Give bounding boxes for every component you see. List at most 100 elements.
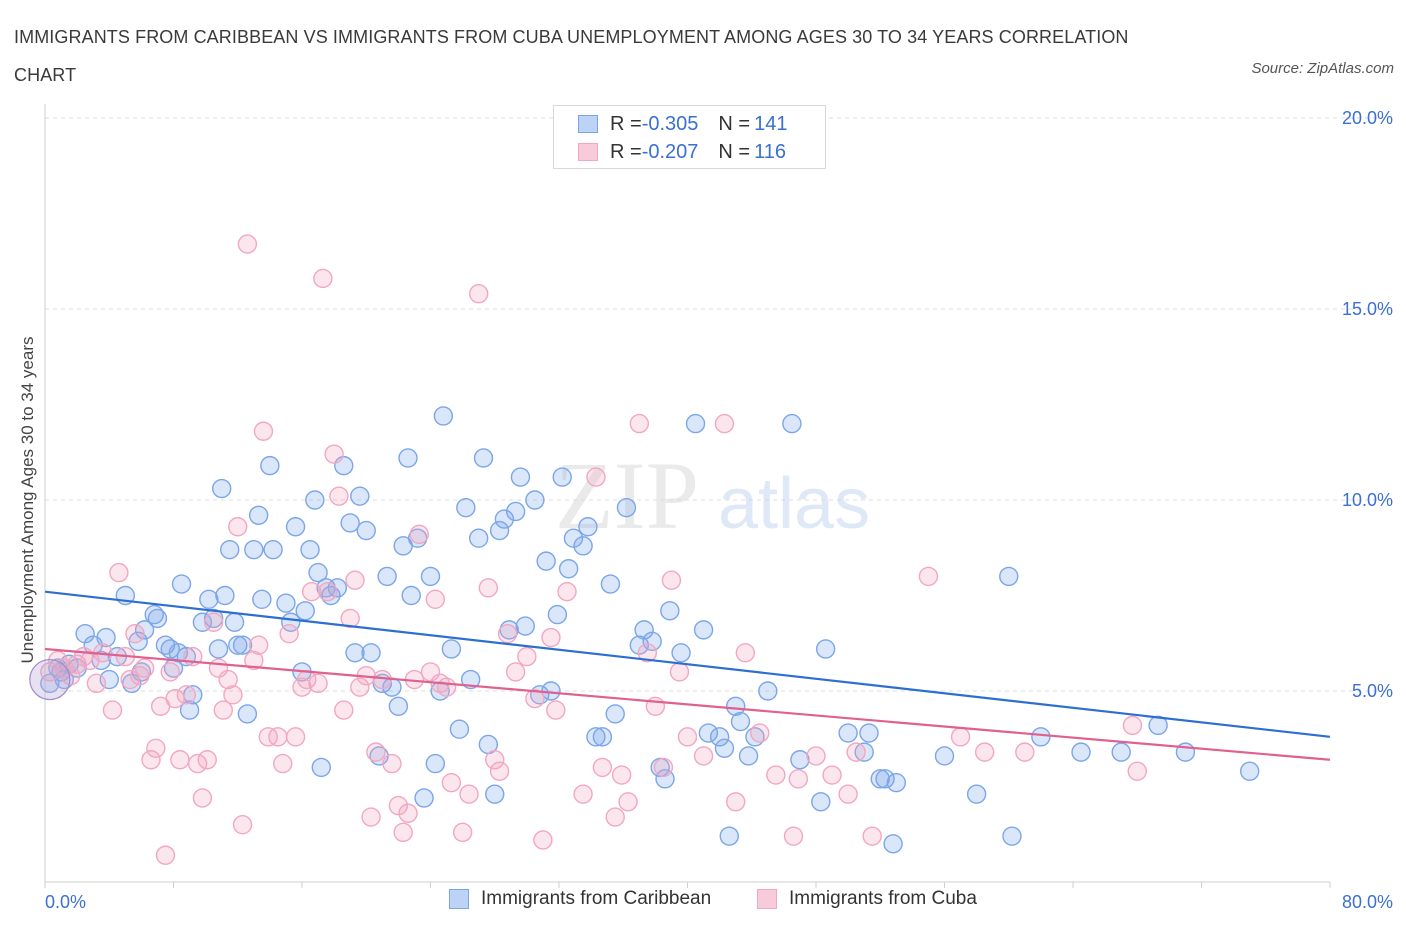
data-point — [1127, 761, 1147, 781]
data-point — [510, 467, 531, 487]
data-point — [934, 746, 955, 766]
data-point — [170, 750, 190, 770]
data-point — [436, 677, 457, 697]
data-point — [345, 570, 365, 590]
data-point — [573, 536, 593, 556]
bottom-legend-cuba: Immigrants from Cuba — [757, 888, 977, 910]
data-point — [420, 566, 441, 587]
data-point — [1111, 742, 1131, 762]
x-tick-label: 80.0% — [1342, 892, 1393, 912]
data-point — [311, 757, 331, 778]
data-point — [134, 658, 155, 678]
data-point — [449, 719, 470, 739]
bottom-legend-label-caribbean: Immigrants from Caribbean — [481, 888, 712, 909]
chart-title: IMMIGRANTS FROM CARIBBEAN VS IMMIGRANTS … — [14, 27, 1129, 85]
data-point — [398, 803, 418, 823]
data-point — [252, 589, 272, 610]
data-point — [541, 627, 561, 648]
data-point — [600, 574, 621, 594]
data-point — [329, 486, 349, 506]
data-point — [616, 497, 637, 518]
data-point — [220, 539, 240, 560]
data-point — [340, 513, 360, 533]
data-point — [822, 765, 842, 785]
trend-line-caribbean — [44, 590, 1331, 738]
data-point — [974, 742, 995, 762]
data-point — [120, 669, 140, 690]
data-point — [552, 467, 572, 487]
data-point — [409, 524, 429, 545]
data-point — [187, 753, 208, 774]
data-point — [605, 807, 625, 827]
data-point — [244, 650, 264, 671]
data-point — [361, 807, 381, 827]
data-point — [592, 727, 613, 747]
data-point — [883, 834, 903, 854]
data-point — [735, 643, 756, 663]
data-point — [308, 562, 328, 583]
data-point — [300, 539, 320, 560]
data-point — [350, 677, 370, 697]
data-point — [345, 643, 365, 663]
data-point — [48, 650, 68, 671]
data-point — [838, 784, 858, 804]
grid-lines — [45, 117, 1390, 692]
source-label: Source: ZipAtlas.com — [1251, 60, 1394, 77]
data-point — [260, 455, 280, 476]
data-point — [350, 486, 370, 506]
data-point — [714, 413, 735, 434]
data-point — [232, 635, 253, 655]
data-point — [533, 830, 553, 850]
data-point — [750, 723, 770, 743]
data-point — [224, 612, 245, 632]
data-point — [433, 406, 454, 426]
data-point — [86, 673, 107, 694]
watermark-atlas: atlas — [718, 464, 870, 544]
data-point — [147, 608, 168, 629]
data-point — [661, 570, 682, 590]
data-point — [176, 685, 197, 705]
data-point — [766, 765, 786, 785]
data-point — [637, 643, 658, 663]
data-point — [485, 750, 505, 770]
data-point — [192, 612, 213, 632]
data-point — [725, 696, 746, 716]
data-point — [719, 826, 739, 846]
data-point — [361, 643, 381, 663]
data-point — [125, 624, 145, 644]
data-point — [324, 444, 344, 464]
series-cuba — [40, 234, 1147, 865]
data-point — [218, 669, 238, 690]
data-point — [279, 624, 299, 644]
trend-line-cuba — [44, 647, 1331, 761]
data-point — [811, 792, 831, 812]
legend-row-caribbean: R = -0.305 N = 141 — [578, 111, 787, 137]
data-point — [1122, 715, 1143, 736]
data-point — [327, 578, 348, 598]
data-point — [305, 490, 325, 510]
y-axis-title: Unemployment Among Ages 30 to 34 years — [18, 337, 37, 664]
data-point — [783, 826, 804, 846]
data-point — [253, 421, 274, 441]
legend-n-label: N = — [718, 140, 751, 163]
data-point — [685, 413, 706, 434]
data-point — [782, 413, 802, 434]
data-point — [918, 566, 939, 587]
data-point — [505, 662, 526, 682]
data-point — [838, 723, 858, 743]
data-point — [586, 467, 606, 487]
data-point — [285, 727, 306, 747]
legend-n-value: 116 — [754, 140, 786, 163]
data-point — [366, 742, 386, 762]
data-point — [1002, 826, 1022, 846]
data-point — [859, 723, 879, 743]
data-point — [228, 517, 248, 537]
data-point — [197, 750, 217, 770]
data-point — [546, 700, 566, 720]
data-point — [155, 845, 176, 865]
data-point — [875, 769, 895, 789]
data-point — [414, 788, 434, 808]
data-point — [846, 742, 866, 762]
data-point — [223, 685, 243, 705]
